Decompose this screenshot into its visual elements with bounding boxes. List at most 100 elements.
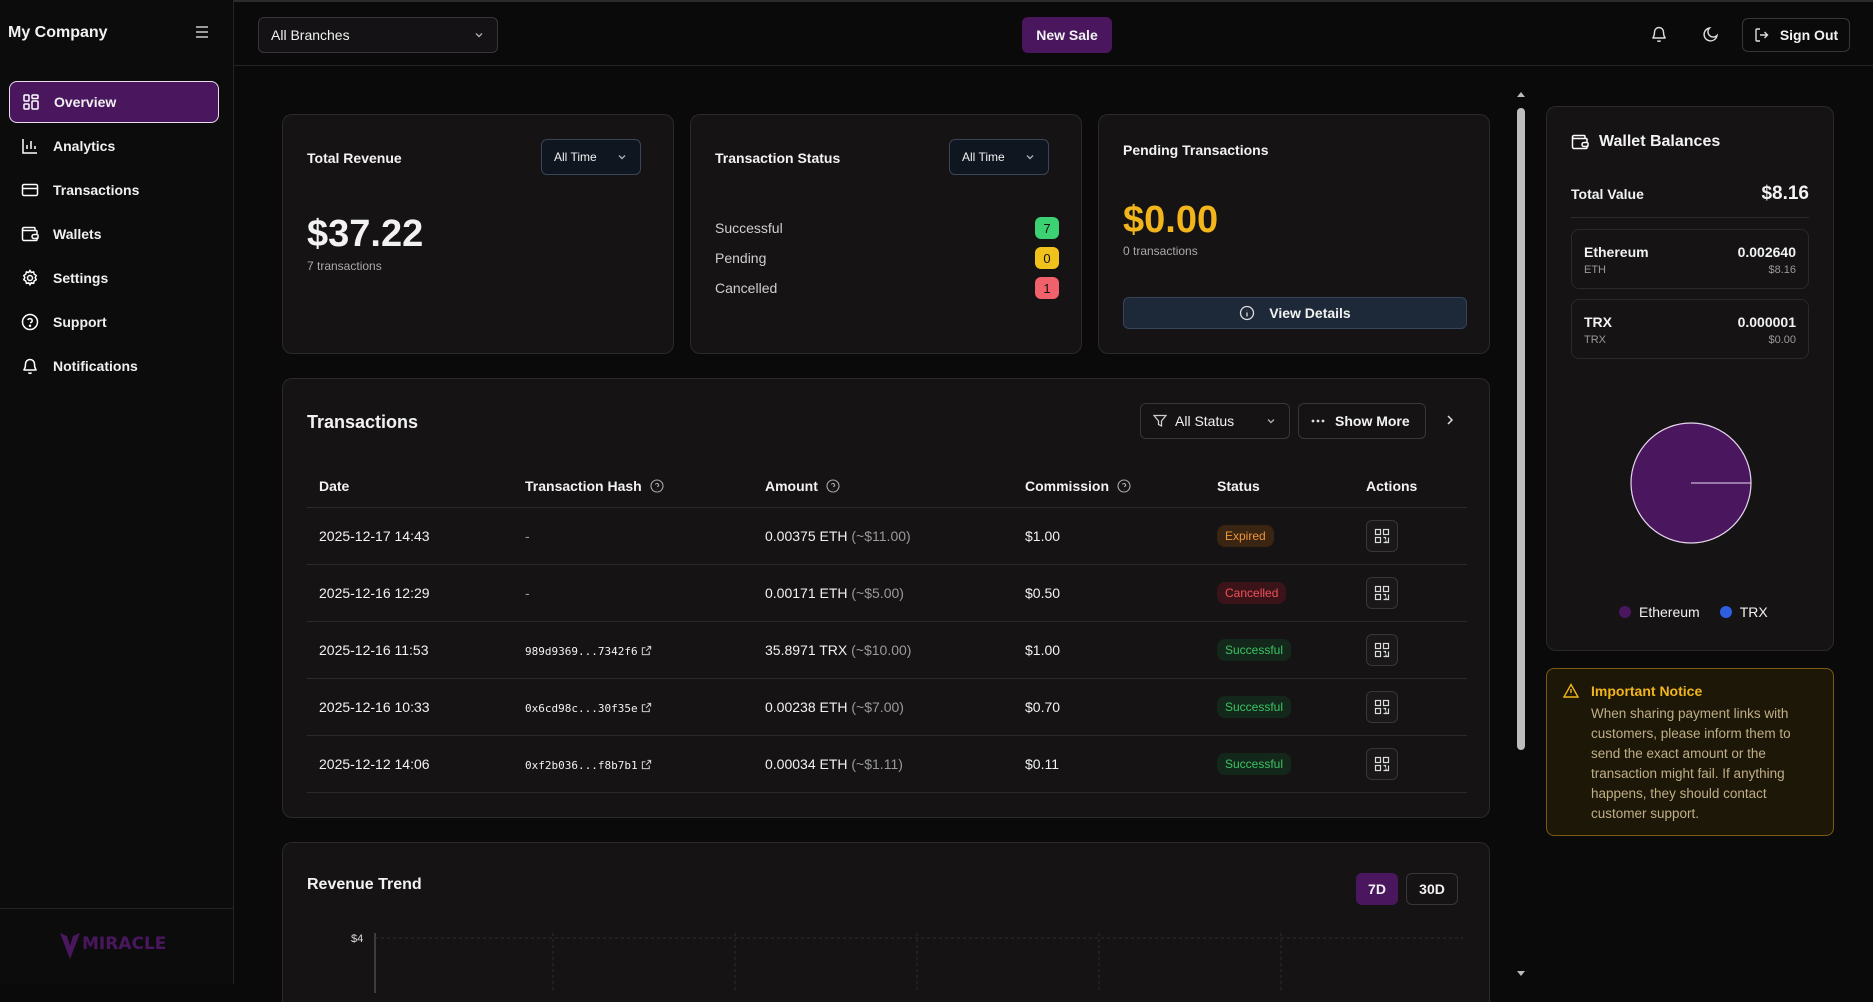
chevron-right-icon[interactable] [1443,413,1457,430]
credit-card-icon [21,183,39,197]
miracle-logo: MIRACLE [58,929,173,965]
scrollbar-thumb[interactable] [1517,108,1525,750]
external-link-icon[interactable] [641,702,652,713]
info-icon [1240,305,1255,321]
main-scrollbar[interactable] [1514,90,1528,984]
important-notice: Important Notice When sharing payment li… [1546,668,1834,836]
sidebar-footer: MIRACLE [0,908,234,984]
branch-select-value: All Branches [271,27,350,43]
status-row-label: Cancelled [715,280,778,296]
legend-dot [1719,606,1732,618]
range-30d-button[interactable]: 30D [1406,873,1458,905]
tx-amount: 0.00034 ETH (~$1.11) [753,735,1013,793]
new-sale-button[interactable]: New Sale [1022,17,1112,53]
external-link-icon[interactable] [641,645,652,656]
tx-hash: - [513,564,753,622]
table-row: 2025-12-17 14:43-0.00375 ETH (~$11.00) $1… [307,507,1467,565]
total-value: $8.16 [1761,183,1809,204]
tx-amount: 0.00238 ETH (~$7.00) [753,678,1013,736]
external-link-icon[interactable] [641,759,652,770]
status-badge: Cancelled [1217,581,1287,604]
scroll-up-icon[interactable] [1516,90,1526,98]
qr-code-icon [1374,642,1390,657]
tx-date: 2025-12-16 12:29 [307,564,513,622]
total-revenue-value: $37.22 [307,213,424,255]
total-revenue-count: 7 transactions [307,259,382,273]
wallet-row-trx[interactable]: TRX TRX 0.000001 $0.00 [1571,299,1809,359]
wallet-pie-chart [1630,422,1752,544]
bell-icon[interactable] [1650,25,1668,43]
qr-code-button[interactable] [1366,519,1398,552]
notice-title: Important Notice [1591,683,1703,699]
status-row-label: Successful [715,220,783,236]
sign-out-label: Sign Out [1779,27,1839,43]
sidebar-item-support[interactable]: Support [9,301,219,343]
filter-icon [1153,414,1167,428]
status-filter-value: All Status [1175,413,1235,429]
view-details-button[interactable]: View Details [1123,297,1467,329]
sidebar-item-overview[interactable]: Overview [9,81,219,123]
sidebar-item-label: Settings [53,270,109,286]
show-more-label: Show More [1335,413,1410,429]
column-header-status: Status [1205,465,1354,508]
sidebar-item-label: Transactions [53,182,140,198]
pending-transactions-card: Pending Transactions $0.00 0 transaction… [1098,114,1490,354]
status-range-select[interactable]: All Time [949,139,1049,175]
status-count-badge: 0 [1035,247,1059,269]
column-header-date: Date [307,465,513,508]
bell-icon [23,358,37,375]
qr-code-button[interactable] [1366,690,1398,723]
pending-value: $0.00 [1123,199,1219,241]
logout-icon [1755,28,1769,42]
total-revenue-title: Total Revenue [307,150,402,166]
branch-select[interactable]: All Branches [258,17,498,53]
status-badge: Successful [1217,695,1292,718]
tx-status: Cancelled [1205,564,1354,622]
status-row-cancelled: Cancelled 1 [715,277,1059,299]
transactions-title: Transactions [307,412,419,432]
wallet-name: TRX [1584,314,1612,330]
sidebar-item-wallets[interactable]: Wallets [9,213,219,255]
warning-icon [1563,683,1579,698]
menu-toggle-icon[interactable] [194,25,210,39]
tx-status: Successful [1205,621,1354,679]
tx-actions [1354,621,1467,679]
moon-icon[interactable] [1702,25,1720,43]
help-circle-icon [1117,479,1131,493]
range-7d-button[interactable]: 7D [1356,873,1398,905]
tx-status: Successful [1205,678,1354,736]
gear-icon [22,269,38,287]
tx-actions [1354,678,1467,736]
wallet-row-ethereum[interactable]: Ethereum ETH 0.002640 $8.16 [1571,229,1809,289]
view-details-label: View Details [1269,305,1351,321]
qr-code-button[interactable] [1366,576,1398,609]
sign-out-button[interactable]: Sign Out [1742,18,1850,52]
tx-commission: $0.11 [1013,735,1205,793]
scroll-down-icon[interactable] [1516,970,1526,978]
wallet-usd: $0.00 [1768,334,1796,346]
svg-text:MIRACLE: MIRACLE [82,934,166,954]
wallet-amount: 0.002640 [1737,244,1796,260]
qr-code-button[interactable] [1366,747,1398,780]
help-circle-icon [826,479,840,493]
more-horizontal-icon [1311,419,1325,423]
tx-hash[interactable]: 0x6cd98c...30f35e [513,678,753,736]
qr-code-button[interactable] [1366,633,1398,666]
tx-commission: $1.00 [1013,621,1205,679]
sidebar-item-notifications[interactable]: Notifications [9,345,219,387]
transactions-table-body: 2025-12-17 14:43-0.00375 ETH (~$11.00) $1… [307,507,1467,793]
status-filter-select[interactable]: All Status [1140,403,1290,439]
tx-hash[interactable]: 0xf2b036...f8b7b1 [513,735,753,793]
sidebar-item-analytics[interactable]: Analytics [9,125,219,167]
wallet-icon [21,226,39,242]
sidebar-item-settings[interactable]: Settings [9,257,219,299]
qr-code-icon [1374,528,1390,543]
show-more-button[interactable]: Show More [1298,403,1426,439]
tx-hash[interactable]: 989d9369...7342f6 [513,621,753,679]
sidebar-item-transactions[interactable]: Transactions [9,169,219,211]
chevron-down-icon [475,33,483,38]
revenue-range-select[interactable]: All Time [541,139,641,175]
sidebar-item-label: Notifications [53,358,138,374]
sidebar: My Company Overview Analytics Transactio… [0,0,234,984]
help-circle-icon [21,313,39,331]
